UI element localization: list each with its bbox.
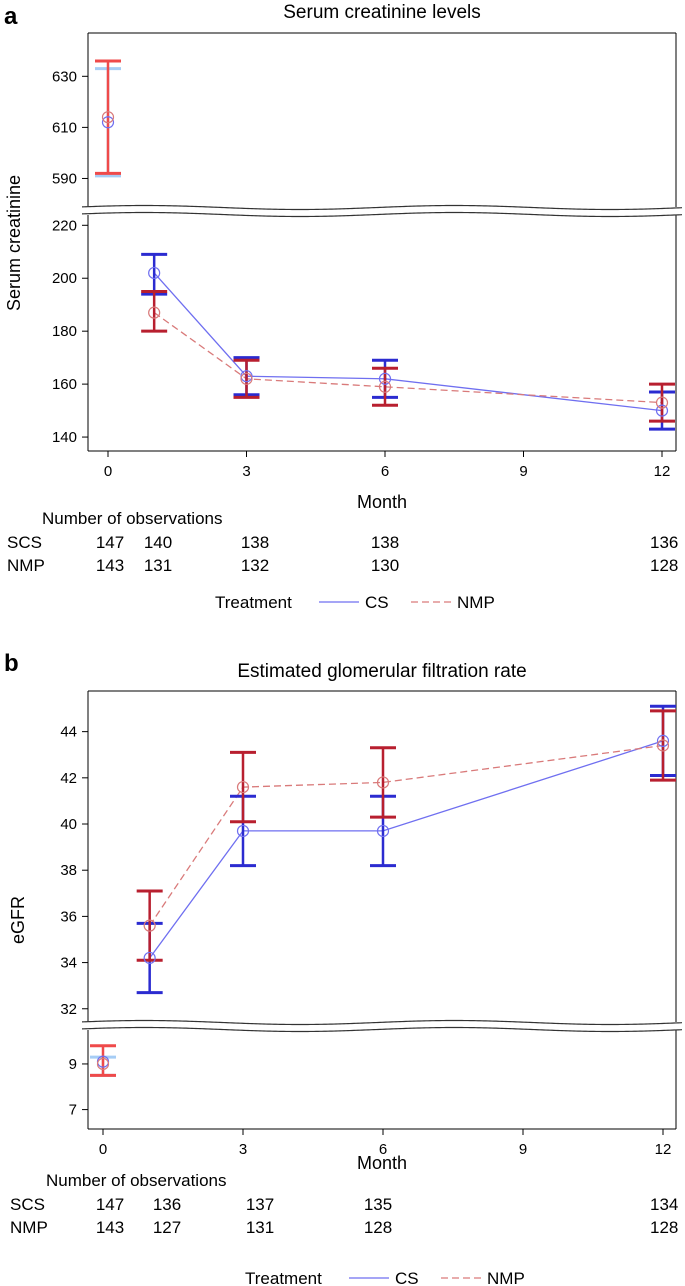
data-point-cs <box>143 951 156 965</box>
observations-value: 127 <box>153 1218 181 1237</box>
y-tick-label: 630 <box>52 68 77 85</box>
observations-value: 137 <box>246 1195 274 1214</box>
legend-label-nmp: NMP <box>457 593 495 612</box>
x-tick-label: 9 <box>519 1141 527 1158</box>
observations-value: 131 <box>144 556 172 575</box>
axis-break-line <box>81 211 683 218</box>
y-tick-label: 220 <box>52 217 77 234</box>
panel-label-a: a <box>4 3 18 30</box>
y-tick-label: 160 <box>52 376 77 393</box>
series-line-cs <box>153 272 663 412</box>
legend-label-nmp: NMP <box>487 1269 525 1286</box>
y-tick-label: 32 <box>60 1001 77 1018</box>
observations-value: 138 <box>241 533 269 552</box>
observations-row-label: SCS <box>10 1195 45 1214</box>
observations-value: 147 <box>96 533 124 552</box>
y-tick-label: 140 <box>52 429 77 446</box>
axis-break-gap <box>82 207 682 215</box>
observations-heading: Number of observations <box>46 1171 226 1190</box>
observations-value: 134 <box>650 1195 678 1214</box>
observations-value: 147 <box>96 1195 124 1214</box>
y-tick-label: 44 <box>60 724 77 741</box>
observations-row-label: NMP <box>10 1218 48 1237</box>
data-point-cs <box>378 372 392 385</box>
x-axis-label: Month <box>357 492 407 512</box>
axis-break-gap <box>82 1022 682 1030</box>
legend-label-cs: CS <box>395 1269 419 1286</box>
legend-title: Treatment <box>215 593 292 612</box>
observations-value: 135 <box>364 1195 392 1214</box>
observations-value: 131 <box>246 1218 274 1237</box>
observations-value: 128 <box>650 556 678 575</box>
observations-value: 132 <box>241 556 269 575</box>
y-tick-label: 7 <box>69 1102 77 1119</box>
data-point-nmp <box>376 776 390 789</box>
observations-value: 128 <box>650 1218 678 1237</box>
data-point-nmp <box>96 1057 110 1071</box>
y-tick-label: 38 <box>60 862 77 879</box>
y-tick-label: 34 <box>60 955 77 972</box>
data-point-nmp <box>236 780 250 794</box>
data-point-nmp <box>655 396 669 409</box>
x-tick-label: 9 <box>519 463 527 480</box>
y-tick-label: 610 <box>52 119 77 136</box>
x-tick-label: 6 <box>381 463 389 480</box>
data-point-cs <box>655 404 669 417</box>
data-point-cs <box>376 824 390 838</box>
legend-label-cs: CS <box>365 593 389 612</box>
observations-value: 143 <box>96 556 124 575</box>
observations-row-label: NMP <box>7 556 45 575</box>
observations-row-label: SCS <box>7 533 42 552</box>
legend-title: Treatment <box>245 1269 322 1286</box>
x-tick-label: 0 <box>99 1141 107 1158</box>
y-tick-label: 40 <box>60 816 77 833</box>
data-point-cs <box>236 824 250 838</box>
series-line-nmp <box>149 744 664 926</box>
series-line-nmp <box>153 312 663 404</box>
observations-value: 136 <box>153 1195 181 1214</box>
y-tick-label: 200 <box>52 270 77 287</box>
data-point-cs <box>148 266 161 280</box>
x-tick-label: 3 <box>242 463 250 480</box>
data-point-cs <box>101 116 115 129</box>
panel-label-b: b <box>4 650 19 677</box>
data-point-nmp <box>143 919 156 932</box>
observations-value: 140 <box>144 533 172 552</box>
axis-break-line <box>81 1026 683 1033</box>
data-point-nmp <box>148 306 161 319</box>
y-tick-label: 180 <box>52 323 77 340</box>
x-axis-label: Month <box>357 1153 407 1173</box>
data-point-cs <box>240 370 253 383</box>
y-axis-label: Serum creatinine <box>4 175 24 311</box>
axis-break-line <box>81 204 683 211</box>
axis-break-line <box>81 1019 683 1026</box>
y-tick-label: 590 <box>52 170 77 187</box>
data-point-nmp <box>240 372 253 385</box>
data-point-nmp <box>378 380 392 393</box>
x-tick-label: 12 <box>655 1141 672 1158</box>
x-tick-label: 3 <box>239 1141 247 1158</box>
observations-value: 128 <box>364 1218 392 1237</box>
observations-value: 138 <box>371 533 399 552</box>
observations-value: 136 <box>650 533 678 552</box>
data-point-nmp <box>656 739 670 752</box>
observations-heading: Number of observations <box>42 509 222 528</box>
x-tick-label: 12 <box>654 463 671 480</box>
series-line-cs <box>149 740 664 959</box>
observations-value: 130 <box>371 556 399 575</box>
y-axis-label: eGFR <box>8 896 28 944</box>
data-point-cs <box>656 734 670 747</box>
chart-title: Serum creatinine levels <box>283 2 480 23</box>
y-tick-label: 9 <box>69 1056 77 1073</box>
y-tick-label: 36 <box>60 908 77 925</box>
x-tick-label: 0 <box>104 463 112 480</box>
y-tick-label: 42 <box>60 770 77 787</box>
data-point-nmp <box>101 111 115 124</box>
observations-value: 143 <box>96 1218 124 1237</box>
x-tick-label: 6 <box>379 1141 387 1158</box>
chart-title: Estimated glomerular filtration rate <box>237 661 526 682</box>
